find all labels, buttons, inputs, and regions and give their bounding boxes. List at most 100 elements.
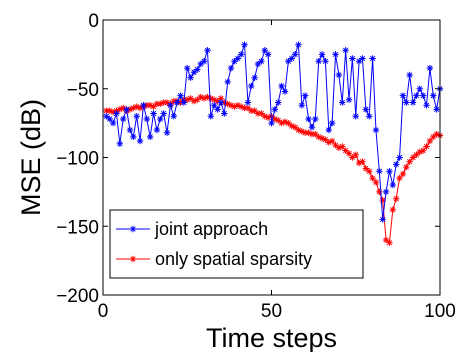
data-point: [153, 126, 161, 134]
data-point: [416, 148, 423, 156]
data-point: [305, 115, 312, 123]
data-point: [251, 74, 258, 81]
legend-item: joint approach: [116, 219, 268, 239]
data-point: [332, 51, 339, 58]
data-point: [170, 113, 177, 120]
data-point: [322, 58, 329, 65]
legend: joint approach only spatial sparsity: [109, 209, 364, 279]
data-point: [308, 124, 316, 131]
data-point: [123, 106, 130, 113]
data-point: [376, 188, 383, 196]
data-point: [241, 41, 248, 48]
data-point: [433, 106, 440, 113]
data-point: [366, 168, 373, 175]
data-point: [430, 92, 437, 99]
data-point: [399, 92, 407, 99]
data-point: [285, 58, 292, 65]
data-point: [413, 151, 420, 158]
data-point: [150, 110, 157, 117]
data-point: [379, 216, 386, 223]
data-point: [167, 102, 174, 109]
data-point: [221, 110, 228, 117]
y-tick-label: −150: [56, 217, 99, 238]
data-point: [163, 129, 171, 136]
data-point: [366, 113, 373, 120]
data-point: [298, 102, 306, 109]
axis-ticks: 0 50 100 0 −50 −100 −150 −200: [56, 11, 456, 322]
data-point: [237, 51, 245, 58]
data-point: [295, 41, 302, 48]
data-point: [392, 195, 400, 202]
data-point: [268, 119, 275, 127]
data-point: [386, 239, 393, 246]
legend-label: joint approach: [154, 219, 268, 239]
data-point: [409, 99, 417, 106]
data-point: [180, 99, 188, 106]
data-point: [362, 106, 370, 113]
data-point: [339, 99, 346, 106]
x-tick-label: 0: [98, 301, 109, 322]
data-point: [335, 71, 343, 79]
data-point: [113, 110, 120, 117]
data-point: [392, 161, 400, 168]
data-point: [126, 126, 134, 134]
legend-box: [109, 209, 364, 279]
data-point: [244, 99, 252, 106]
data-point: [349, 55, 356, 62]
data-point: [224, 78, 231, 86]
data-point: [184, 64, 191, 72]
data-point: [187, 74, 194, 81]
data-point: [382, 188, 390, 196]
data-point: [386, 168, 393, 175]
data-point: [426, 137, 434, 145]
data-point: [372, 179, 380, 186]
data-point: [423, 143, 430, 150]
data-point: [396, 174, 403, 182]
data-point: [288, 55, 295, 62]
series-only-spatial-sparsity: [103, 93, 444, 246]
series-line-joint-approach: [106, 44, 441, 220]
data-point: [396, 154, 403, 161]
data-point: [264, 51, 272, 58]
data-point: [369, 174, 376, 182]
data-point: [244, 104, 252, 112]
data-point: [403, 163, 410, 171]
data-point: [120, 115, 127, 123]
data-point: [399, 170, 407, 178]
data-point: [200, 95, 208, 102]
data-point: [217, 99, 225, 106]
data-point: [275, 99, 282, 106]
data-point: [389, 206, 397, 213]
legend-marker: [129, 255, 137, 263]
data-point: [146, 133, 154, 141]
data-point: [302, 92, 309, 99]
y-axis-label: MSE (dB): [16, 99, 46, 216]
data-point: [369, 55, 376, 62]
data-point: [359, 55, 366, 62]
data-point: [328, 119, 336, 127]
data-point: [200, 58, 208, 65]
y-tick-label: 0: [88, 11, 99, 32]
data-point: [106, 115, 113, 123]
y-tick-label: −50: [67, 80, 99, 101]
data-point: [342, 47, 349, 54]
data-point: [194, 66, 201, 73]
legend-marker: [129, 225, 137, 233]
data-point: [423, 102, 430, 109]
data-point: [271, 106, 279, 113]
data-point: [403, 99, 410, 106]
data-point: [254, 60, 262, 68]
data-point: [339, 143, 346, 150]
data-point: [328, 137, 336, 145]
data-point: [136, 137, 144, 145]
data-point: [413, 92, 420, 99]
data-point: [389, 181, 397, 189]
data-point: [406, 158, 413, 165]
data-point: [258, 58, 265, 65]
data-point: [227, 64, 235, 72]
data-point: [426, 64, 434, 72]
data-point: [345, 96, 353, 103]
y-tick-label: −200: [56, 286, 99, 307]
x-tick-label: 100: [424, 301, 456, 322]
